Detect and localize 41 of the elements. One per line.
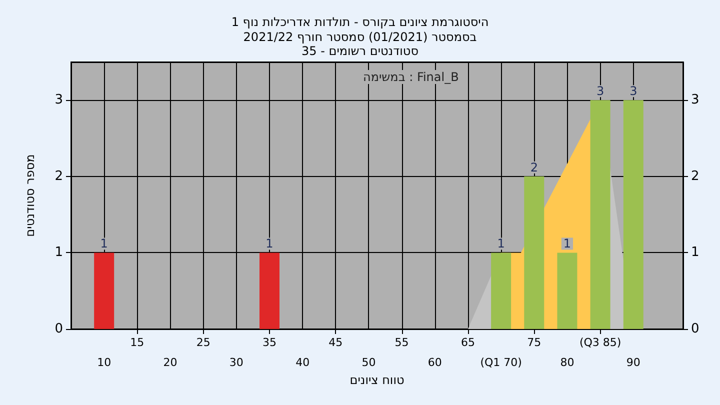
x-tick-label: 10 (97, 356, 112, 369)
y2-tick-label: 1 (691, 245, 700, 260)
x-tick-label: 90 (626, 356, 640, 369)
bar (524, 176, 544, 329)
data-label: 2 (530, 160, 538, 174)
data-label: 3 (596, 84, 604, 98)
y-tick-label: 0 (54, 322, 63, 336)
x-tick-label: 60 (428, 356, 442, 369)
y-tick-label: 3 (54, 92, 63, 108)
x2-tick-label: 75 (527, 336, 542, 349)
x2-tick-label: 15 (130, 336, 144, 349)
y2-tick-label: 3 (691, 92, 700, 108)
x-tick-label: 40 (296, 356, 310, 369)
bar (557, 252, 578, 329)
data-label: 1 (563, 236, 572, 251)
bar (94, 252, 114, 329)
x-tick-label: 30 (229, 356, 244, 369)
x-tick-label: 80 (560, 356, 574, 369)
y2-tick-label: 2 (691, 168, 700, 184)
y-tick-label: 1 (54, 245, 63, 260)
x2-tick-label: 25 (196, 336, 210, 349)
x-tick-label: 20 (163, 356, 178, 369)
y-axis-title: מספר סטודנטים (23, 154, 37, 237)
x-axis-title: טווח ציונים (350, 373, 404, 387)
x2-tick-label: 45 (328, 336, 343, 349)
x2-tick-label: 55 (394, 336, 409, 349)
x2-tick-label: (Q3 85) (579, 336, 622, 349)
data-label: 1 (266, 236, 274, 251)
annotation: במשימה : Final_B (363, 70, 459, 84)
chart-title: היסטוגרמת ציונים בקורס - תולדות אדריכלות נוף 1 (231, 15, 489, 29)
chart-subtitle: בסמסטר (01/2021) סמסטר חורף 2021/22 סטודנטים רשומים - 35 (243, 30, 477, 58)
x2-tick-label: 35 (262, 336, 276, 349)
data-label: 1 (100, 236, 108, 251)
y2-tick-label: 0 (691, 322, 700, 336)
bar (259, 252, 280, 329)
data-label: 3 (630, 84, 638, 98)
x-tick-label: (Q1 70) (480, 356, 522, 369)
x2-tick-label: 65 (460, 336, 475, 349)
x-tick-label: 50 (362, 356, 376, 369)
y-tick-label: 2 (54, 168, 63, 184)
data-label: 1 (497, 236, 505, 251)
